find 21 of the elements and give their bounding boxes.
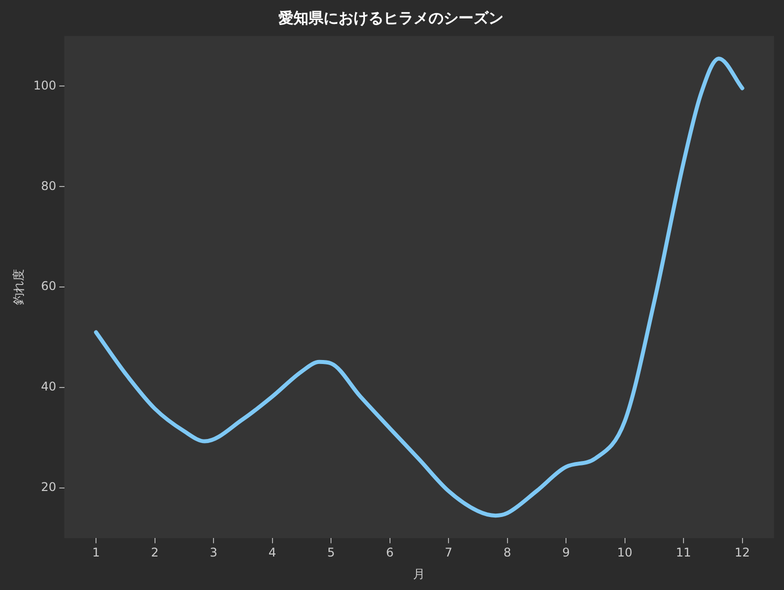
line-series — [94, 56, 744, 518]
x-tick-label: 12 — [734, 546, 750, 560]
x-tick-label: 7 — [444, 546, 452, 560]
y-tick-label: 80 — [41, 178, 56, 193]
x-tick-label: 2 — [150, 546, 159, 560]
chart-title: 愛知県におけるヒラメのシーズン — [278, 8, 504, 27]
x-tick-label: 5 — [327, 546, 335, 560]
y-tick-label: 20 — [41, 480, 56, 494]
x-tick-label: 10 — [617, 546, 632, 560]
x-tick-label: 3 — [210, 546, 218, 560]
y-tick-label: 100 — [33, 78, 56, 92]
x-tick-label: 11 — [676, 546, 692, 560]
y-tick-label: 40 — [41, 380, 56, 394]
x-tick-label: 8 — [503, 546, 512, 560]
y-axis-title: 釣れ度 — [12, 269, 26, 306]
x-tick-label: 6 — [386, 546, 394, 560]
x-tick-label: 4 — [268, 546, 276, 560]
y-tick-label: 60 — [41, 279, 56, 294]
x-tick-label: 9 — [562, 546, 570, 560]
x-axis-title: 月 — [413, 567, 426, 582]
x-tick-label: 1 — [92, 546, 100, 560]
